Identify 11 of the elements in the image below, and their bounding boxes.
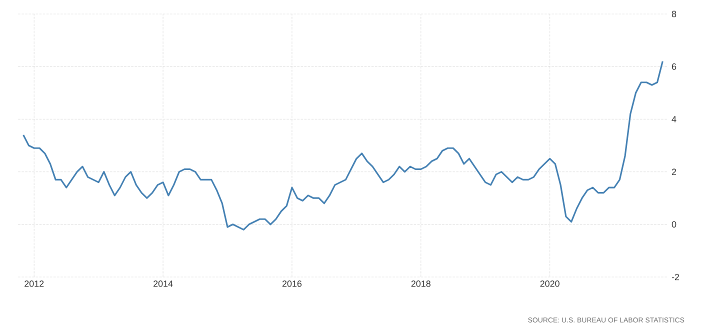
x-tick-label: 2018 xyxy=(411,280,430,287)
y-tick-label: 4 xyxy=(672,116,676,122)
x-tick-label: 2020 xyxy=(540,280,560,287)
y-tick-label: 8 xyxy=(672,10,676,18)
x-tick-label: 2012 xyxy=(24,280,44,287)
y-tick-label: -2 xyxy=(672,274,680,280)
x-tick-label: 2016 xyxy=(282,280,302,287)
y-tick-label: 0 xyxy=(672,221,676,228)
x-tick-label: 2014 xyxy=(154,280,173,287)
y-tick-label: 2 xyxy=(672,168,676,175)
y-tick-label: 6 xyxy=(672,63,676,70)
